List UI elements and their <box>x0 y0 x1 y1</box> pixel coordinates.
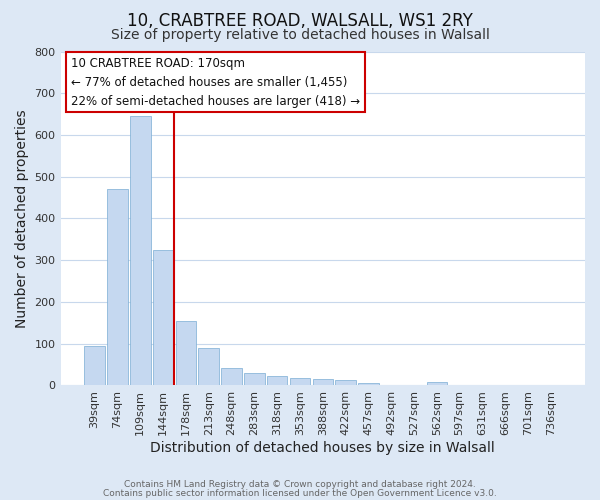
Bar <box>176 321 196 386</box>
Y-axis label: Number of detached properties: Number of detached properties <box>15 109 29 328</box>
Text: Contains public sector information licensed under the Open Government Licence v3: Contains public sector information licen… <box>103 488 497 498</box>
Text: 10, CRABTREE ROAD, WALSALL, WS1 2RY: 10, CRABTREE ROAD, WALSALL, WS1 2RY <box>127 12 473 30</box>
Bar <box>290 378 310 386</box>
Bar <box>153 250 173 386</box>
Bar <box>335 380 356 386</box>
Bar <box>313 379 333 386</box>
Bar <box>358 384 379 386</box>
Text: Contains HM Land Registry data © Crown copyright and database right 2024.: Contains HM Land Registry data © Crown c… <box>124 480 476 489</box>
Bar <box>130 116 151 386</box>
X-axis label: Distribution of detached houses by size in Walsall: Distribution of detached houses by size … <box>151 441 495 455</box>
Text: Size of property relative to detached houses in Walsall: Size of property relative to detached ho… <box>110 28 490 42</box>
Bar <box>85 346 105 386</box>
Bar <box>221 368 242 386</box>
Bar <box>107 190 128 386</box>
Text: 10 CRABTREE ROAD: 170sqm
← 77% of detached houses are smaller (1,455)
22% of sem: 10 CRABTREE ROAD: 170sqm ← 77% of detach… <box>71 56 360 108</box>
Bar <box>199 348 219 386</box>
Bar <box>267 376 287 386</box>
Bar <box>244 374 265 386</box>
Bar <box>427 382 447 386</box>
